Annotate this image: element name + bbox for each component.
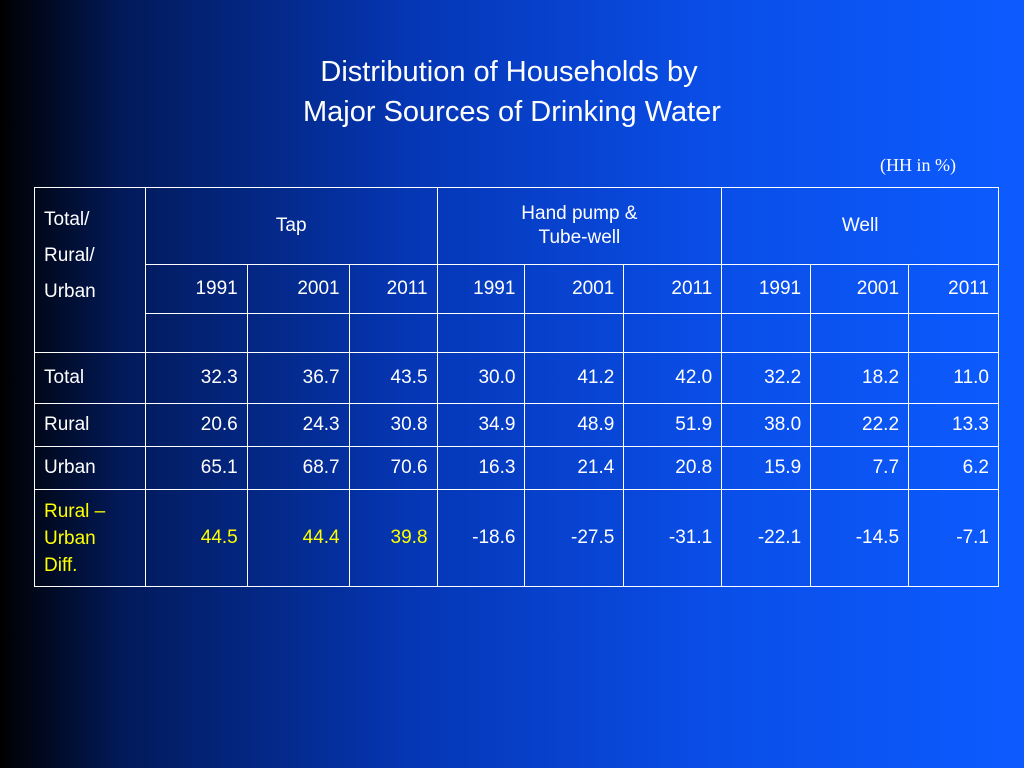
year-header-cell: 2001: [810, 264, 910, 314]
year-header-row: 1991 2001 2011 1991 2001 2011 1991 2001 …: [35, 264, 999, 314]
blank-cell: [144, 313, 248, 353]
value-cell: 38.0: [721, 403, 812, 447]
table-row-rural-urban-diff: Rural – Urban Diff. 44.5 44.4 39.8 -18.6…: [34, 489, 999, 587]
group-header-row: Total/ Rural/ Urban Tap Hand pump & Tube…: [34, 187, 999, 314]
value-cell: -7.1: [908, 489, 999, 587]
value-cell: -27.5: [524, 489, 625, 587]
value-cell: -14.5: [810, 489, 910, 587]
value-cell: 39.8: [348, 489, 438, 587]
value-cell: 24.3: [246, 403, 350, 447]
stub-header-cell: Total/ Rural/ Urban: [34, 187, 146, 314]
value-cell: 11.0: [908, 352, 999, 404]
value-cell: 22.2: [810, 403, 910, 447]
year-header-cell: 1991: [721, 264, 812, 314]
value-cell: 20.8: [623, 446, 723, 490]
blank-cell: [34, 313, 146, 353]
stub-header-line: Total/: [44, 209, 90, 230]
value-cell: 43.5: [348, 352, 438, 404]
group-header-line: Hand pump &: [521, 203, 638, 224]
value-cell: 41.2: [524, 352, 625, 404]
value-cell: 6.2: [908, 446, 999, 490]
row-label-line: Urban: [44, 527, 96, 549]
year-header-cell: 2001: [246, 264, 350, 314]
value-cell: 36.7: [246, 352, 350, 404]
group-header-hand-pump: Hand pump & Tube-well: [436, 187, 723, 265]
value-cell: -18.6: [436, 489, 526, 587]
row-label-line: Rural –: [44, 500, 106, 522]
year-header-cell: 1991: [144, 264, 248, 314]
value-cell: 30.0: [436, 352, 526, 404]
value-cell: 51.9: [623, 403, 723, 447]
drinking-water-table: Total/ Rural/ Urban Tap Hand pump & Tube…: [34, 187, 999, 587]
stub-header-line: Urban: [44, 281, 96, 302]
year-header-cell: 2001: [524, 264, 625, 314]
group-header-well: Well: [721, 187, 999, 265]
blank-cell: [810, 313, 910, 353]
value-cell: 32.3: [144, 352, 248, 404]
value-cell: 15.9: [721, 446, 812, 490]
value-cell: 70.6: [348, 446, 438, 490]
year-header-cell: 1991: [436, 264, 526, 314]
row-label-line: Diff.: [44, 554, 78, 576]
group-header-line: Tube-well: [538, 227, 621, 248]
value-cell: 34.9: [436, 403, 526, 447]
blank-cell: [908, 313, 999, 353]
blank-cell: [348, 313, 438, 353]
blank-cell: [246, 313, 350, 353]
value-cell: 21.4: [524, 446, 625, 490]
row-label: Urban: [34, 446, 146, 490]
page-title: Distribution of Households by Major Sour…: [0, 52, 1024, 132]
blank-cell: [623, 313, 723, 353]
stub-header-line: Rural/: [44, 245, 95, 266]
year-header-cell: 2011: [623, 264, 723, 314]
row-label: Total: [34, 352, 146, 404]
year-header-cell: 2011: [348, 264, 438, 314]
blank-cell: [524, 313, 625, 353]
value-cell: 42.0: [623, 352, 723, 404]
row-label: Rural: [34, 403, 146, 447]
value-cell: 30.8: [348, 403, 438, 447]
unit-note: (HH in %): [880, 155, 956, 175]
value-cell: 7.7: [810, 446, 910, 490]
value-cell: 44.4: [246, 489, 350, 587]
value-cell: -22.1: [721, 489, 812, 587]
table-row-rural: Rural 20.6 24.3 30.8 34.9 48.9 51.9 38.0…: [34, 403, 999, 447]
value-cell: 44.5: [144, 489, 248, 587]
table-row-total: Total 32.3 36.7 43.5 30.0 41.2 42.0 32.2…: [34, 352, 999, 404]
row-label: Rural – Urban Diff.: [34, 489, 146, 587]
blank-cell: [721, 313, 812, 353]
title-line-2: Major Sources of Drinking Water: [303, 96, 721, 128]
value-cell: 68.7: [246, 446, 350, 490]
value-cell: 65.1: [144, 446, 248, 490]
value-cell: 20.6: [144, 403, 248, 447]
value-cell: 16.3: [436, 446, 526, 490]
value-cell: 13.3: [908, 403, 999, 447]
year-header-cell: 2011: [908, 264, 999, 314]
title-line-1: Distribution of Households by: [320, 56, 698, 88]
value-cell: 48.9: [524, 403, 625, 447]
value-cell: 18.2: [810, 352, 910, 404]
value-cell: -31.1: [623, 489, 723, 587]
table-row-urban: Urban 65.1 68.7 70.6 16.3 21.4 20.8 15.9…: [34, 446, 999, 490]
group-header-tap: Tap: [144, 187, 438, 265]
value-cell: 32.2: [721, 352, 812, 404]
blank-cell: [436, 313, 526, 353]
blank-row: [34, 313, 999, 353]
